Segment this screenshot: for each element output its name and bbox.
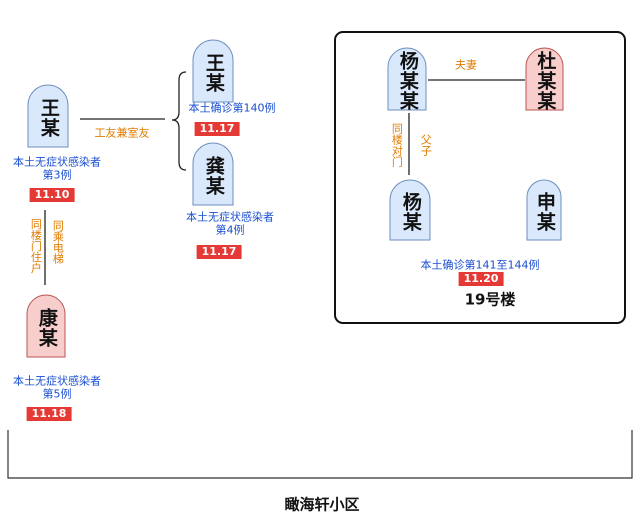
person-name: 申某	[533, 192, 556, 232]
person-name: 杜某某	[534, 51, 557, 111]
relation-label: 工友兼室友	[94, 126, 150, 140]
person-shape	[389, 179, 431, 241]
person-name: 王某	[202, 53, 225, 93]
person-shape	[192, 39, 234, 103]
relation-label: 同楼门住户	[29, 218, 43, 274]
person-shape	[387, 47, 427, 111]
person-shape	[27, 84, 69, 148]
date-badge: 11.20	[458, 272, 504, 286]
date-badge: 11.10	[29, 188, 75, 202]
caption: 本土无症状感染者	[186, 210, 274, 224]
caption: 第4例	[215, 223, 245, 237]
person-name: 康某	[35, 308, 58, 348]
relation-label: 父子	[419, 134, 433, 156]
caption: 本土确诊第141至144例	[420, 258, 540, 272]
person-name: 龚某	[202, 156, 225, 196]
relation-label: 同楼对门	[390, 123, 404, 167]
person-shape	[525, 47, 564, 111]
building-label: 19号楼	[464, 290, 516, 309]
caption: 第5例	[42, 387, 72, 401]
caption: 本土确诊第140例	[188, 101, 276, 115]
date-badge: 11.17	[194, 122, 240, 136]
person-shape	[26, 294, 66, 358]
caption: 本土无症状感染者	[13, 374, 101, 388]
building-box	[334, 31, 626, 324]
caption: 本土无症状感染者	[13, 155, 101, 169]
community-bracket	[7, 430, 633, 479]
relation-label: 同乘电梯	[51, 220, 65, 264]
community-label: 瞰海轩小区	[284, 495, 360, 514]
person-name: 杨某某	[396, 51, 419, 111]
person-shape	[192, 142, 234, 206]
person-name: 杨某	[399, 192, 422, 232]
person-shape	[526, 179, 562, 241]
date-badge: 11.18	[26, 407, 72, 421]
brace	[171, 71, 187, 171]
relation-label: 夫妻	[455, 58, 477, 72]
date-badge: 11.17	[196, 245, 242, 259]
caption: 第3例	[42, 168, 72, 182]
person-name: 王某	[37, 98, 60, 138]
